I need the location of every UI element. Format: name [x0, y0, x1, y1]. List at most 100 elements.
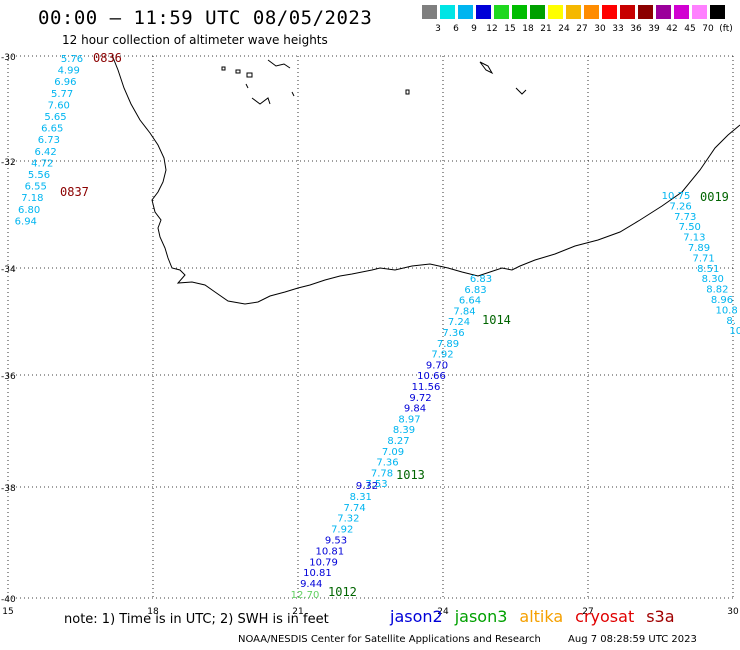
- scale-swatch: [494, 5, 509, 19]
- pass-time-label: 1012: [328, 585, 357, 599]
- scale-swatch: [440, 5, 455, 19]
- scale-label: 42: [666, 24, 678, 34]
- wave-height-value: 8.31: [350, 492, 372, 503]
- wave-height-value: 7.18: [21, 193, 43, 204]
- lon-tick-label: 24: [437, 607, 449, 617]
- scale-label: 3: [435, 24, 441, 34]
- scale-swatch: [458, 5, 473, 19]
- scale-swatch: [602, 5, 617, 19]
- wave-height-value: 9.32: [356, 481, 378, 492]
- wave-height-value: 6.42: [34, 147, 56, 158]
- lon-tick-label: 15: [2, 607, 13, 617]
- scale-swatch: [566, 5, 581, 19]
- wave-height-value: 10.81: [303, 568, 332, 579]
- lon-tick-label: 18: [147, 607, 159, 617]
- wave-height-value: 6.73: [38, 135, 60, 146]
- wave-height-value: 7.60: [48, 100, 70, 111]
- scale-label: (ft): [719, 24, 733, 34]
- scale-label: 18: [522, 24, 534, 34]
- scale-label: 12: [486, 24, 498, 34]
- scale-label: 70: [702, 24, 714, 34]
- wave-height-value: 7.74: [343, 503, 365, 514]
- wave-height-value: 6.83: [470, 274, 492, 285]
- lon-tick-label: 21: [292, 607, 303, 617]
- scale-label: 33: [612, 24, 624, 34]
- wave-height-value: 7.26: [669, 201, 691, 212]
- wave-height-value: 7.92: [331, 525, 353, 536]
- wave-height-value: 11.56: [412, 382, 441, 393]
- legend-item-altika: altika: [519, 607, 564, 626]
- scale-label: 39: [648, 24, 660, 34]
- scale-swatch: [476, 5, 491, 19]
- lat-tick-label: -40: [1, 595, 16, 605]
- wave-height-value: 6.64: [459, 296, 481, 307]
- wave-height-value: 5.65: [44, 112, 66, 123]
- scale-swatch: [656, 5, 671, 19]
- wave-height-value: 7.73: [674, 212, 696, 223]
- legend-item-jason2: jason2: [390, 607, 443, 626]
- wave-height-value: 8.82: [706, 285, 728, 296]
- wave-height-value: 9.72: [409, 393, 431, 404]
- lat-tick-label: -34: [1, 265, 16, 275]
- wave-height-value: 7.36: [442, 328, 464, 339]
- wave-height-value: 10.75: [662, 191, 691, 202]
- scale-label: 6: [453, 24, 459, 34]
- lon-tick-label: 27: [582, 607, 593, 617]
- scale-swatch: [638, 5, 653, 19]
- wave-height-value: 8.39: [393, 425, 415, 436]
- wave-height-value: 7.13: [683, 233, 705, 244]
- wave-height-value: 6.94: [15, 216, 37, 227]
- wave-height-value: 7.24: [448, 317, 470, 328]
- wave-height-value: 8.27: [387, 436, 409, 447]
- scale-swatch: [692, 5, 707, 19]
- pass-time-label: 0836: [93, 51, 122, 65]
- scale-swatch: [422, 5, 437, 19]
- scale-label: 15: [504, 24, 516, 34]
- wave-height-value: 6.96: [54, 77, 76, 88]
- wave-height-value: 8.96: [711, 295, 733, 306]
- wave-height-value: 9.70: [426, 360, 448, 371]
- wave-height-value: 7.89: [688, 243, 710, 254]
- scale-swatch: [584, 5, 599, 19]
- wave-height-value: 10: [729, 326, 740, 337]
- lon-tick-label: 30: [727, 607, 739, 617]
- footer: NOAA/NESDIS Center for Satellite Applica…: [238, 634, 697, 645]
- pass-time-label: 1013: [396, 468, 425, 482]
- pass-time-label: 0837: [60, 185, 89, 199]
- wave-height-value: 4.99: [58, 66, 80, 77]
- scale-swatch: [710, 5, 725, 19]
- wave-height-value: 7.50: [679, 222, 701, 233]
- wave-height-value: 7.84: [453, 306, 475, 317]
- legend-item-cryosat: cryosat: [575, 607, 635, 626]
- wave-height-value: 8.97: [398, 414, 420, 425]
- wave-height-value: 8.51: [697, 264, 719, 275]
- wave-height-value: 5.56: [28, 170, 50, 181]
- wave-height-value: 10.66: [417, 371, 446, 382]
- wave-height-value: 5.77: [51, 89, 73, 100]
- wave-height-value: 9.84: [404, 404, 426, 415]
- scale-label: 36: [630, 24, 642, 34]
- scale-swatch: [674, 5, 689, 19]
- wave-height-value: 6.83: [464, 285, 486, 296]
- wave-height-value: 7.53: [365, 479, 387, 490]
- scale-swatch: [620, 5, 635, 19]
- wave-height-value: 7.89: [437, 339, 459, 350]
- wave-height-value: 10.81: [315, 546, 344, 557]
- wave-height-value: 7.32: [337, 514, 359, 525]
- scale-swatch: [548, 5, 563, 19]
- wave-height-value: 6.55: [25, 182, 47, 193]
- legend-item-jason3: jason3: [454, 607, 508, 626]
- scale-swatch: [512, 5, 527, 19]
- lat-tick-label: -36: [1, 372, 16, 382]
- footer-credit: NOAA/NESDIS Center for Satellite Applica…: [238, 634, 541, 645]
- altimeter-tracks: 5.764.996.965.777.605.656.656.736.424.72…: [15, 51, 740, 601]
- scale-label: 21: [540, 24, 552, 34]
- scale-label: 24: [558, 24, 570, 34]
- lat-tick-label: -38: [1, 484, 16, 494]
- wave-height-value: 6.80: [18, 205, 40, 216]
- map-title: 00:00 – 11:59 UTC 08/05/2023: [38, 7, 373, 29]
- lat-tick-label: -30: [1, 53, 16, 63]
- wave-height-value: 8.: [726, 316, 736, 327]
- scale-label: 30: [594, 24, 606, 34]
